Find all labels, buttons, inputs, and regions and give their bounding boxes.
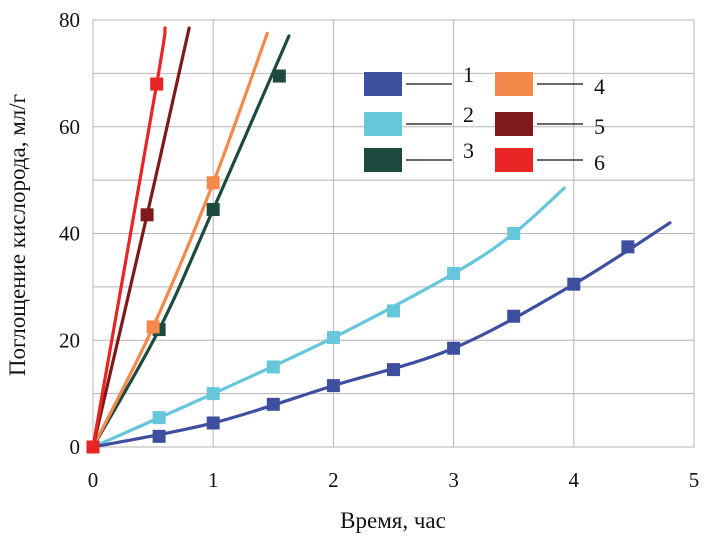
- plot-area-frame: [92, 19, 695, 448]
- y-tick-label: 0: [70, 435, 81, 459]
- legend-swatch: [495, 72, 533, 96]
- series: [86, 26, 672, 454]
- series-1-line: [91, 221, 672, 449]
- legend-item-2: 2: [364, 102, 474, 136]
- series-2-marker: [387, 304, 400, 318]
- series-2-marker: [206, 387, 220, 401]
- x-tick-label: 2: [328, 468, 339, 492]
- x-tick-label: 3: [448, 468, 459, 492]
- legend-item-3: 3: [364, 138, 474, 172]
- tick-labels: 0 1 2 3 4 5 0 20 40 60 80: [59, 8, 699, 492]
- series-5-line: [91, 26, 191, 449]
- legend-label: 3: [463, 138, 474, 163]
- y-axis-title: Поглощение кислорода, мл/г: [5, 94, 30, 376]
- series-4: [86, 31, 269, 454]
- legend-label: 4: [594, 74, 605, 99]
- y-tick-label: 60: [59, 115, 80, 139]
- series-1: [86, 221, 672, 454]
- series-6: [86, 26, 167, 454]
- legend-swatch: [495, 148, 533, 172]
- series-1-marker: [447, 341, 461, 355]
- series-2-marker: [507, 227, 521, 240]
- legend-label: 1: [463, 62, 474, 87]
- legend-swatch: [364, 148, 402, 172]
- y-tick-label: 40: [59, 222, 80, 246]
- series-1-marker: [387, 363, 400, 377]
- series-4-marker: [206, 176, 220, 190]
- series-3-line: [91, 34, 291, 449]
- legend-swatch: [364, 112, 402, 136]
- series-2-marker: [326, 331, 340, 345]
- series-1-marker: [152, 429, 166, 443]
- legend-swatch: [364, 72, 402, 96]
- legend-item-4: 4: [495, 72, 605, 99]
- x-tick-label: 5: [689, 468, 700, 492]
- series-1-marker: [567, 277, 581, 291]
- x-tick-label: 4: [569, 468, 580, 492]
- series-1-marker: [326, 379, 340, 393]
- series-6-marker: [150, 77, 164, 91]
- series-2-marker: [447, 267, 461, 281]
- series-2-marker: [266, 360, 280, 374]
- legend-label: 5: [594, 114, 605, 139]
- series-2-marker: [152, 411, 166, 425]
- series-1-marker: [621, 240, 635, 254]
- series-1-marker: [266, 397, 280, 411]
- series-4-line: [91, 31, 269, 449]
- legend: 1 2 3 4 5 6: [364, 62, 605, 175]
- series-6-marker: [86, 440, 100, 454]
- legend-item-1: 1: [364, 62, 474, 96]
- legend-item-6: 6: [495, 148, 605, 175]
- x-tick-label: 1: [208, 468, 219, 492]
- x-tick-label: 0: [88, 468, 99, 492]
- legend-swatch: [495, 112, 533, 136]
- series-3-marker: [272, 69, 286, 83]
- y-tick-label: 20: [59, 328, 80, 352]
- series-1-marker: [206, 416, 220, 430]
- series-6-line: [91, 26, 167, 449]
- series-4-marker: [146, 320, 160, 334]
- legend-label: 6: [594, 150, 605, 175]
- x-axis-title: Время, час: [340, 508, 446, 533]
- series-3-marker: [206, 202, 220, 216]
- series-1-marker: [507, 309, 521, 323]
- y-tick-label: 80: [59, 8, 80, 32]
- legend-item-5: 5: [495, 112, 605, 139]
- series-5-marker: [140, 208, 154, 222]
- series-2: [86, 186, 566, 454]
- legend-label: 2: [463, 102, 474, 127]
